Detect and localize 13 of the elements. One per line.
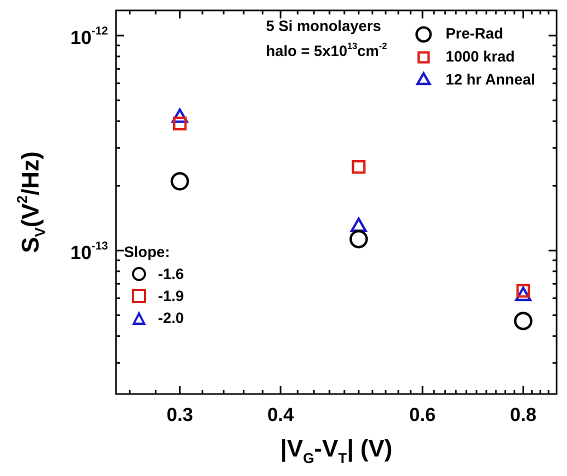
- annotation: -2.0: [158, 310, 184, 326]
- annotation: 5 Si monolayers: [266, 18, 382, 36]
- x-tick-label: 0.3: [166, 405, 194, 426]
- x-tick-label: 0.6: [409, 405, 436, 426]
- legend-label: 12 hr Anneal: [446, 72, 536, 89]
- annotation: -1.6: [158, 266, 184, 282]
- y-axis-title: SV(V2/Hz): [14, 151, 50, 253]
- x-tick-label: 0.4: [267, 405, 294, 426]
- legend-label: 1000 krad: [446, 48, 515, 66]
- annotation: -1.9: [158, 288, 184, 304]
- annotation: Slope:: [124, 244, 171, 261]
- legend-label: Pre-Rad: [446, 26, 504, 43]
- x-tick-label: 0.8: [510, 405, 536, 426]
